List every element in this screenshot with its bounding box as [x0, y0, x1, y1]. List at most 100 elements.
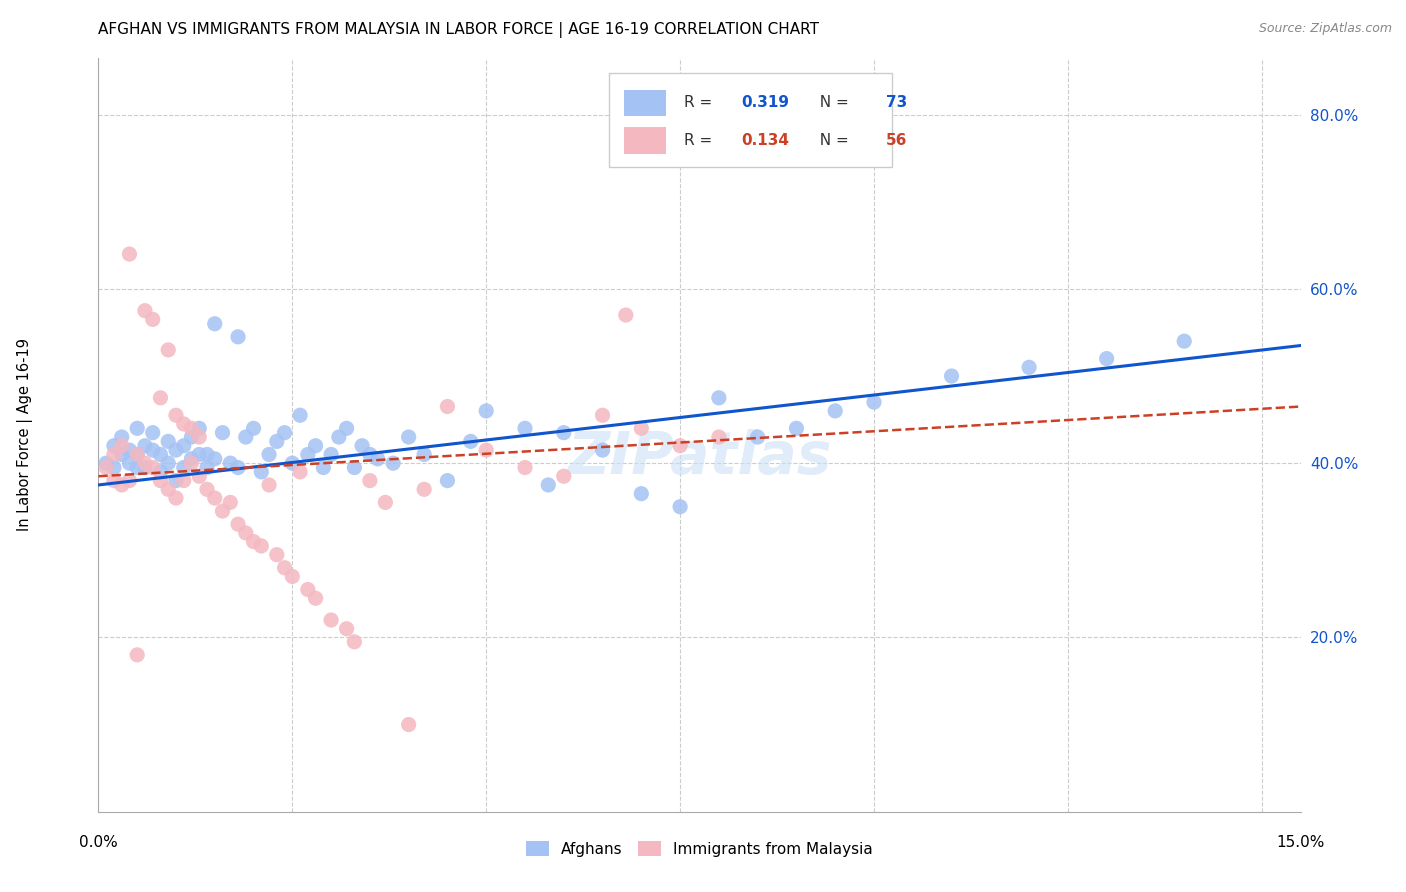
Point — [513, 421, 536, 435]
Point — [707, 391, 730, 405]
Point — [297, 582, 319, 597]
Point — [235, 525, 257, 540]
Point — [941, 369, 963, 384]
Point — [226, 330, 249, 344]
Point — [266, 434, 288, 449]
Point — [149, 391, 172, 405]
Text: 0.0%: 0.0% — [79, 836, 118, 850]
Point — [142, 312, 165, 326]
Text: N =: N = — [810, 95, 853, 111]
Point — [281, 569, 304, 583]
Point — [336, 421, 359, 435]
Point — [250, 465, 273, 479]
Point — [165, 443, 187, 458]
Point — [118, 443, 141, 458]
Point — [250, 539, 273, 553]
Point — [96, 456, 118, 470]
Point — [180, 451, 202, 466]
Point — [134, 439, 156, 453]
Point — [219, 456, 242, 470]
Point — [142, 443, 165, 458]
Point — [475, 443, 498, 458]
Point — [707, 430, 730, 444]
Point — [382, 456, 405, 470]
Point — [257, 447, 280, 461]
Point — [173, 474, 195, 488]
Point — [204, 451, 226, 466]
Point — [195, 483, 218, 497]
Point — [824, 404, 846, 418]
Point — [180, 456, 202, 470]
Point — [553, 425, 575, 440]
Point — [630, 486, 652, 500]
Point — [288, 465, 311, 479]
Point — [304, 591, 326, 606]
Point — [537, 478, 560, 492]
Point — [235, 430, 257, 444]
Point — [96, 460, 118, 475]
Text: 0.134: 0.134 — [741, 133, 790, 148]
Point — [188, 421, 211, 435]
Point — [257, 478, 280, 492]
Point — [436, 474, 458, 488]
FancyBboxPatch shape — [624, 89, 666, 116]
Point — [118, 474, 141, 488]
Text: ZIPatlas: ZIPatlas — [567, 429, 832, 486]
Point — [226, 517, 249, 532]
Point — [157, 434, 180, 449]
Point — [436, 400, 458, 414]
Point — [127, 447, 149, 461]
Text: 73: 73 — [886, 95, 907, 111]
Point — [343, 460, 366, 475]
Point — [592, 409, 614, 423]
Point — [134, 460, 156, 475]
FancyBboxPatch shape — [609, 73, 891, 168]
Point — [111, 478, 134, 492]
Point — [173, 417, 195, 431]
Point — [134, 456, 156, 470]
Point — [460, 434, 482, 449]
Point — [374, 495, 396, 509]
Point — [165, 409, 187, 423]
Point — [669, 500, 692, 514]
Point — [142, 460, 165, 475]
Point — [111, 430, 134, 444]
Point — [204, 317, 226, 331]
Point — [1095, 351, 1118, 366]
Point — [630, 421, 652, 435]
Point — [134, 303, 156, 318]
Point — [553, 469, 575, 483]
Point — [328, 430, 350, 444]
Point — [103, 439, 125, 453]
Point — [103, 460, 125, 475]
Point — [127, 447, 149, 461]
Point — [266, 548, 288, 562]
Point — [127, 460, 149, 475]
Text: AFGHAN VS IMMIGRANTS FROM MALAYSIA IN LABOR FORCE | AGE 16-19 CORRELATION CHART: AFGHAN VS IMMIGRANTS FROM MALAYSIA IN LA… — [98, 22, 820, 38]
Point — [242, 534, 264, 549]
Point — [785, 421, 807, 435]
Point — [475, 404, 498, 418]
Point — [211, 504, 233, 518]
Point — [359, 474, 381, 488]
Point — [127, 421, 149, 435]
Point — [165, 474, 187, 488]
Point — [319, 447, 342, 461]
Point — [173, 460, 195, 475]
Point — [226, 460, 249, 475]
Text: N =: N = — [810, 133, 853, 148]
Point — [149, 474, 172, 488]
Point — [142, 425, 165, 440]
Point — [398, 717, 420, 731]
Text: In Labor Force | Age 16-19: In Labor Force | Age 16-19 — [17, 338, 34, 532]
Point — [111, 447, 134, 461]
Text: 0.319: 0.319 — [741, 95, 790, 111]
Point — [188, 447, 211, 461]
Point — [413, 447, 436, 461]
Point — [180, 430, 202, 444]
Point — [319, 613, 342, 627]
Point — [367, 451, 389, 466]
Point — [614, 308, 637, 322]
Point — [103, 447, 125, 461]
Point — [273, 425, 295, 440]
